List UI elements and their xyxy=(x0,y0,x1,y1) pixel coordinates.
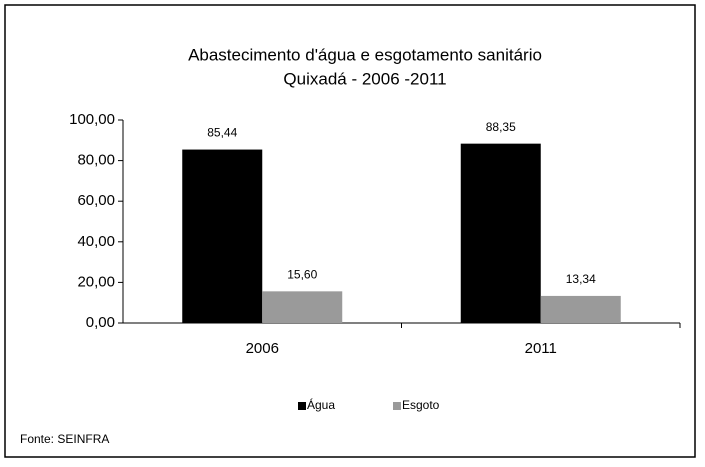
frame xyxy=(4,4,696,458)
bar xyxy=(540,295,621,323)
legend-label: Água xyxy=(307,397,335,412)
legend-swatch xyxy=(393,402,401,410)
y-tick-label: 80,00 xyxy=(77,152,115,169)
value-label: 85,44 xyxy=(207,126,237,140)
legend-label: Esgoto xyxy=(402,398,440,412)
source: Fonte: SEINFRA xyxy=(20,432,109,446)
x-tick-label: 2006 xyxy=(246,340,279,357)
legend-swatch xyxy=(298,402,306,410)
chart-subtitle: Quixadá - 2006 -2011 xyxy=(283,69,446,88)
chart-title: Abastecimento d'água e esgotamento sanit… xyxy=(188,45,542,64)
bar xyxy=(460,143,541,323)
y-tick-label: 0,00 xyxy=(86,314,115,331)
y-tick-label: 100,00 xyxy=(69,111,115,128)
y-tick-label: 20,00 xyxy=(77,273,115,290)
x-tick-label: 2011 xyxy=(525,340,557,357)
value-label: 13,34 xyxy=(566,272,596,286)
y-tick-label: 40,00 xyxy=(77,233,115,250)
bar xyxy=(262,291,343,323)
bar xyxy=(182,149,263,323)
y-tick-label: 60,00 xyxy=(77,192,115,209)
value-label: 88,35 xyxy=(486,120,516,134)
value-label: 15,60 xyxy=(287,268,317,282)
